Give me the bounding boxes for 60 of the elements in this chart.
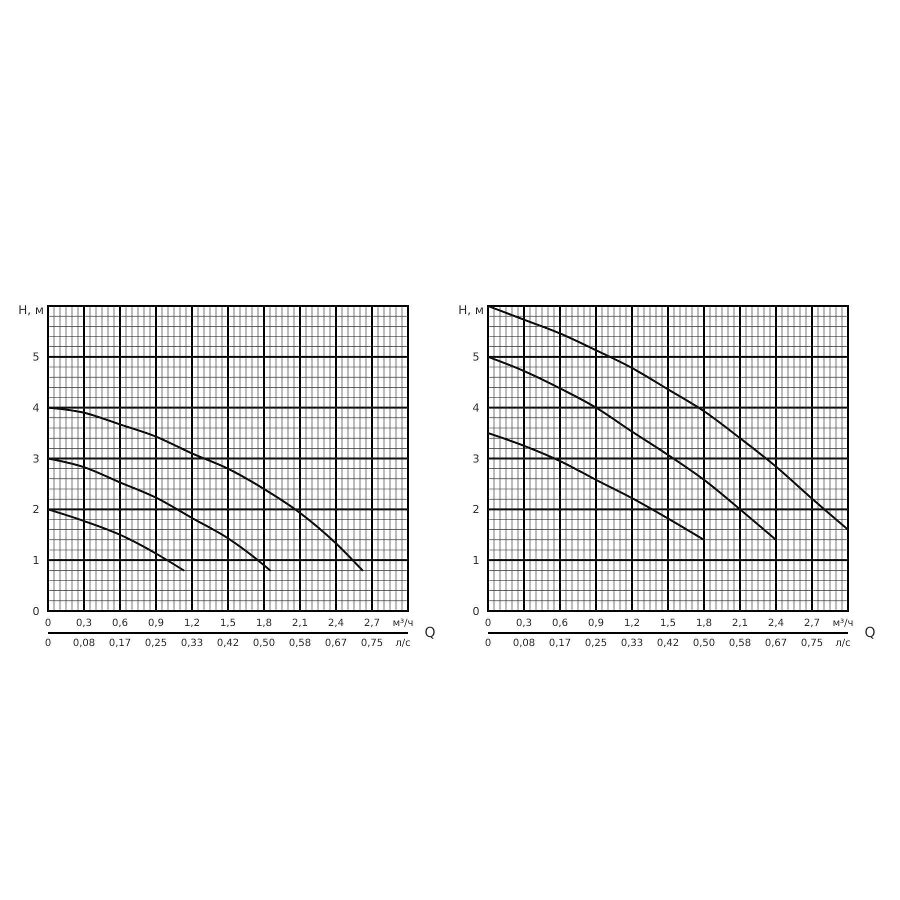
x-axis-title: м³/ч (832, 618, 854, 629)
y-tick-label: 0 (472, 604, 480, 618)
x2-tick-label: 0,08 (72, 638, 96, 649)
x-tick-label: 2,1 (292, 618, 308, 629)
x-tick-label: 2,4 (768, 618, 784, 629)
y-tick-label: 3 (472, 452, 480, 466)
text: Q (424, 625, 436, 641)
x-tick-label: 2,7 (804, 618, 820, 629)
x-tick-label: 1,2 (184, 618, 200, 629)
y-tick-label: 4 (32, 402, 40, 415)
x2-tick-label: 0,42 (216, 638, 240, 649)
x2-tick-label: 0,17 (548, 638, 572, 649)
y-axis-title: H, м (458, 303, 484, 317)
x-tick-label: 1,8 (696, 618, 712, 629)
x-tick-label: 0,3 (76, 618, 92, 629)
x2-tick-label: 0,42 (656, 638, 680, 649)
x2-tick-label: 0,25 (144, 638, 168, 649)
y-axis-title: H, м (18, 303, 44, 317)
x2-tick-label: 0 (484, 638, 492, 649)
x-tick-label: 0 (484, 618, 492, 629)
x-axis-title: м³/ч (392, 618, 414, 629)
x2-tick-label: 0,67 (764, 638, 788, 649)
x2-tick-label: 0,33 (180, 638, 204, 649)
y-tick-label: 5 (472, 350, 480, 364)
x-tick-label: 1,8 (256, 618, 272, 629)
x2-tick-label: 0,58 (288, 638, 312, 649)
x2-tick-label: 0,33 (620, 638, 644, 649)
y-tick-label: 4 (472, 402, 480, 415)
x2-axis-title: л/с (835, 638, 851, 649)
y-tick-label: 2 (32, 503, 40, 516)
x-tick-label: 2,7 (364, 618, 380, 629)
x2-tick-label: 0,75 (360, 638, 384, 649)
x2-tick-label: 0,50 (692, 638, 716, 649)
x2-tick-label: 0,75 (800, 638, 824, 649)
y-tick-label: 1 (32, 554, 40, 568)
x2-tick-label: 0 (44, 638, 52, 649)
y-tick-label: 5 (32, 350, 40, 364)
text: Q (864, 625, 876, 641)
y-tick-label: 3 (32, 452, 40, 466)
y-tick-label: 1 (472, 554, 480, 568)
x-tick-label: 0,6 (112, 618, 128, 629)
x2-tick-label: 0,58 (728, 638, 752, 649)
x-tick-label: 1,5 (220, 618, 236, 629)
x-tick-label: 2,4 (328, 618, 344, 629)
x2-tick-label: 0,08 (512, 638, 536, 649)
x2-tick-label: 0,50 (252, 638, 276, 649)
x2-tick-label: 0,67 (324, 638, 348, 649)
x-tick-label: 0,9 (148, 618, 164, 629)
x-tick-label: 0,6 (552, 618, 568, 629)
x-tick-label: 1,2 (624, 618, 640, 629)
x2-axis-title: л/с (395, 638, 411, 649)
x2-tick-label: 0,25 (584, 638, 608, 649)
x-tick-label: 0 (44, 618, 52, 629)
y-tick-label: 0 (32, 604, 40, 618)
y-tick-label: 2 (472, 503, 480, 516)
x-tick-label: 2,1 (732, 618, 748, 629)
x-tick-label: 0,9 (588, 618, 604, 629)
x-tick-label: 0,3 (516, 618, 532, 629)
x-tick-label: 1,5 (660, 618, 676, 629)
x2-tick-label: 0,17 (108, 638, 132, 649)
